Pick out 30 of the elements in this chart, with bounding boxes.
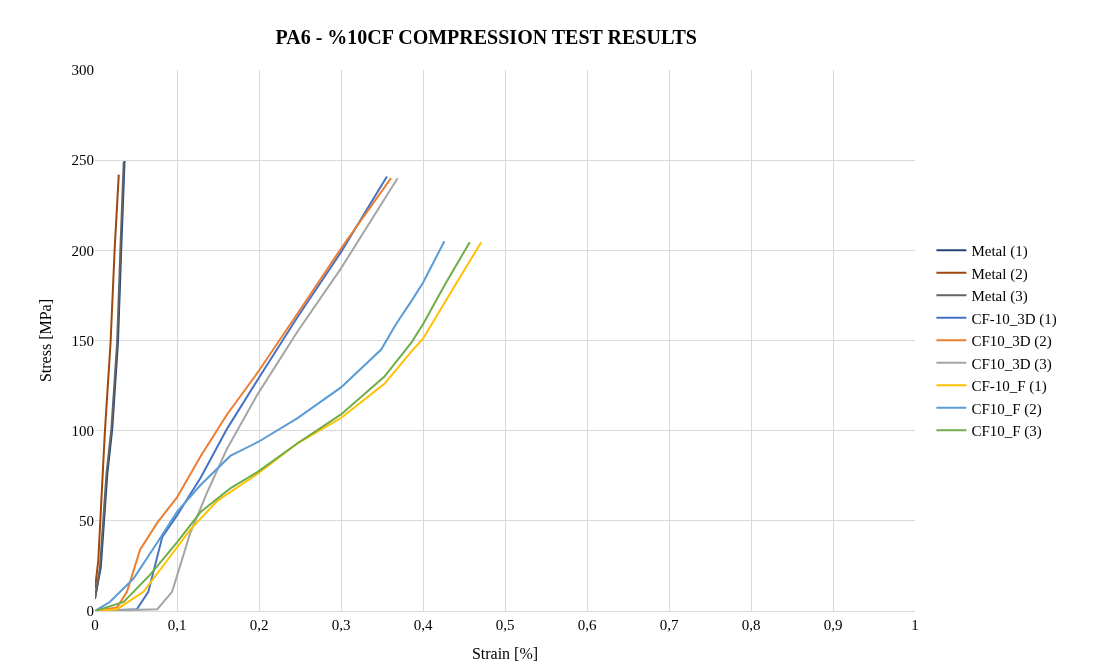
- legend-label: CF10_3D (2): [971, 333, 1052, 351]
- legend-label: CF-10_3D (1): [971, 310, 1057, 328]
- y-tick-label: 300: [71, 62, 94, 79]
- y-tick-label: 0: [86, 603, 94, 620]
- chart-title: PA6 - %10CF COMPRESSION TEST RESULTS: [275, 26, 697, 49]
- x-tick-label: 0,9: [823, 617, 843, 633]
- x-tick-label: 0,6: [577, 617, 597, 633]
- x-tick-label: 0,8: [741, 617, 761, 633]
- legend-label: Metal (1): [971, 243, 1028, 261]
- line-series: [95, 173, 120, 590]
- x-axis-title: Strain [%]: [471, 644, 539, 662]
- legend-label: Metal (2): [971, 265, 1028, 283]
- x-tick-label: 0,7: [659, 617, 679, 633]
- legend-label: CF10_F (3): [971, 423, 1042, 441]
- legend-label: CF10_3D (3): [971, 355, 1052, 373]
- x-tick-label: 0,5: [495, 617, 515, 633]
- x-tick-label: 0,2: [249, 617, 269, 633]
- legend-label: CF-10_F (1): [971, 378, 1047, 396]
- legend-label: CF10_F (2): [971, 400, 1042, 418]
- y-tick-label: 150: [71, 332, 94, 349]
- x-tick-label: 0,4: [413, 617, 433, 633]
- y-tick-label: 100: [71, 422, 94, 439]
- y-tick-label: 200: [71, 242, 94, 259]
- y-tick-label: 250: [71, 152, 94, 169]
- x-tick-label: 1: [911, 617, 919, 633]
- x-tick-label: 0,3: [331, 617, 351, 633]
- y-axis-title: Stress [MPa]: [37, 298, 55, 383]
- x-tick-label: 0,1: [167, 617, 187, 633]
- legend-label: Metal (3): [971, 288, 1028, 306]
- y-tick-label: 50: [79, 513, 94, 530]
